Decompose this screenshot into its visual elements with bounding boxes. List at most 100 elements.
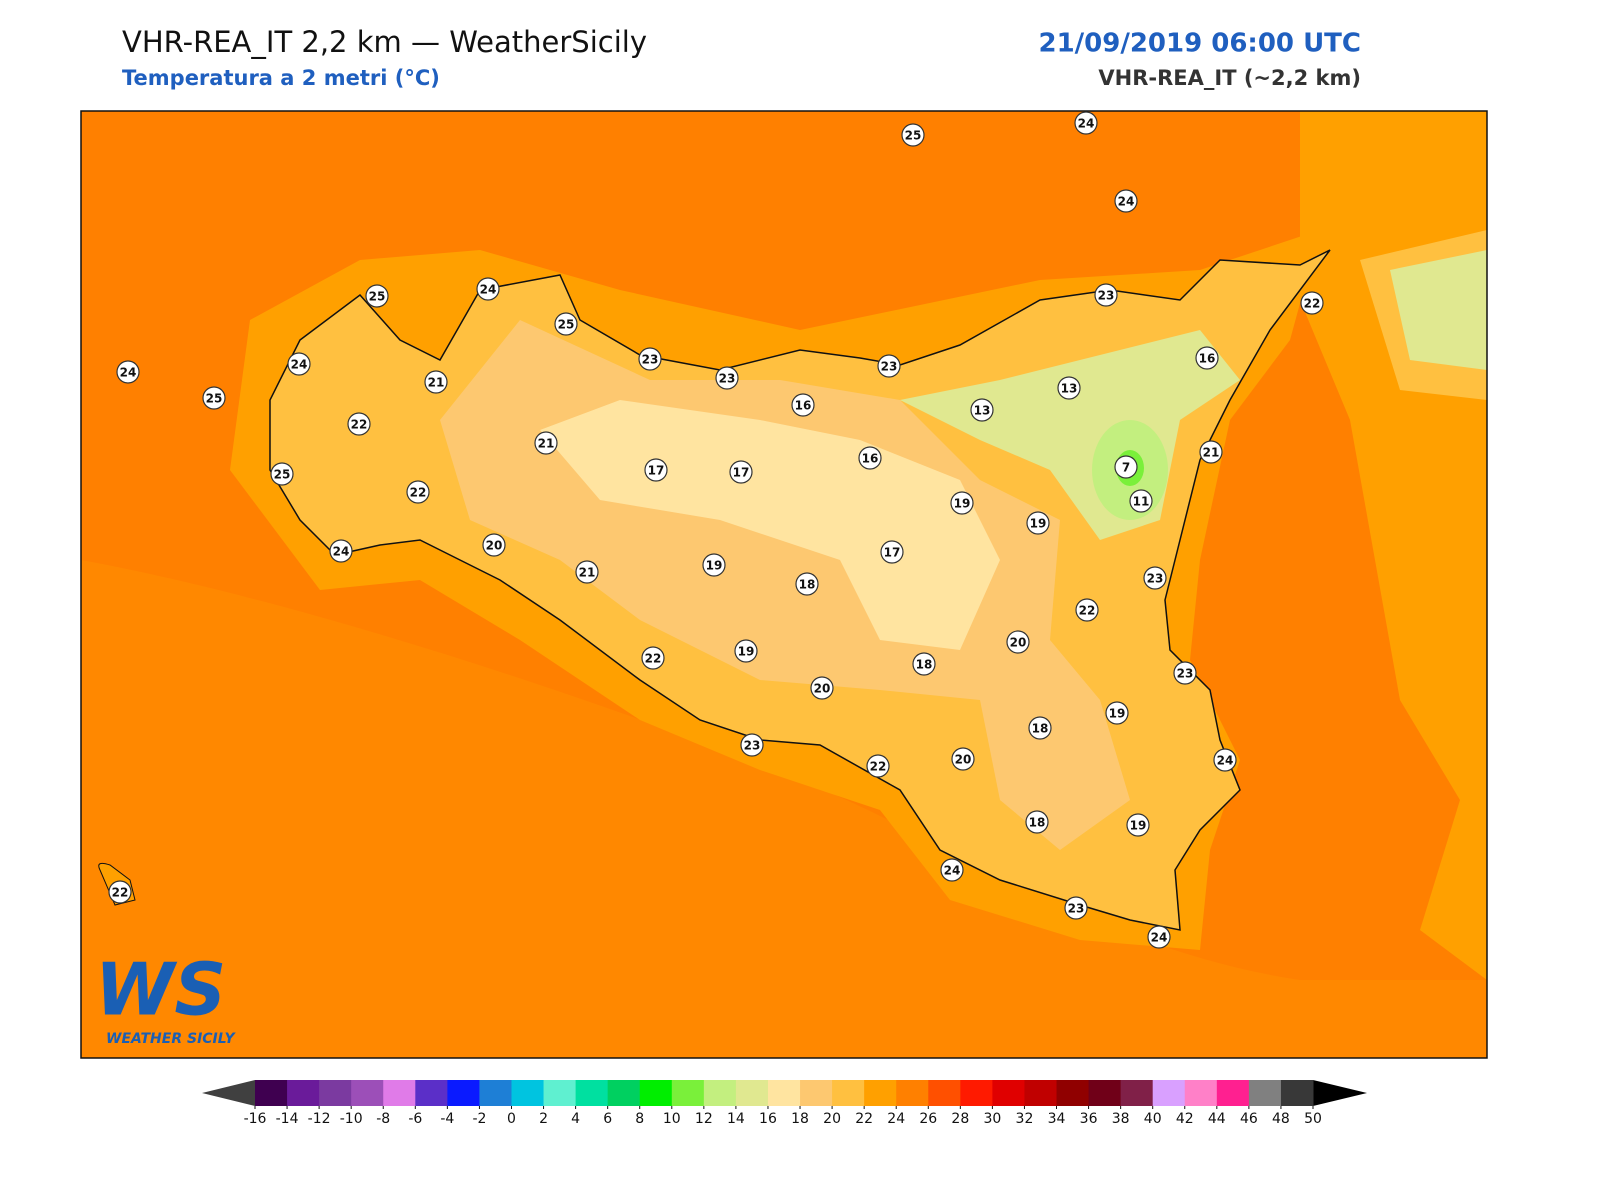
station: 19 — [950, 491, 974, 515]
colorbar-band — [832, 1080, 865, 1106]
station-marker — [901, 123, 925, 147]
station-value: 23 — [1177, 667, 1194, 681]
station: 21 — [1199, 440, 1223, 464]
sea-warm — [81, 560, 1487, 1058]
station-marker — [970, 398, 994, 422]
station-value: 24 — [333, 545, 350, 559]
logo-initials: WS — [95, 948, 226, 1032]
colorbar-band — [928, 1080, 961, 1106]
station: 22 — [1300, 291, 1324, 315]
station-value: 19 — [706, 559, 723, 573]
station-value: 18 — [1029, 816, 1046, 830]
station-marker — [740, 733, 764, 757]
station: 24 — [1213, 748, 1237, 772]
station: 21 — [424, 370, 448, 394]
station-value: 19 — [954, 497, 971, 511]
colorbar-band — [255, 1080, 288, 1106]
station-value: 16 — [862, 452, 879, 466]
station: 24 — [329, 539, 353, 563]
colorbar-band — [767, 1080, 801, 1106]
station-marker — [702, 553, 726, 577]
station: 17 — [644, 458, 668, 482]
station-marker — [1147, 925, 1171, 949]
colorbar-tick-label: -6 — [408, 1111, 422, 1127]
station: 22 — [1075, 598, 1099, 622]
colorbar-band — [735, 1080, 769, 1106]
title: VHR-REA_IT 2,2 km — WeatherSicily — [122, 25, 647, 59]
station-value: 24 — [1118, 195, 1135, 209]
station-value: 20 — [955, 753, 972, 767]
station: 20 — [951, 747, 975, 771]
colorbar-band — [864, 1080, 897, 1106]
station-marker — [1114, 455, 1138, 479]
station: 16 — [858, 446, 882, 470]
station: 23 — [1173, 661, 1197, 685]
colorbar-band — [1216, 1080, 1250, 1106]
colorbar-band — [1056, 1080, 1090, 1106]
station-marker — [1094, 283, 1118, 307]
colorbar-band — [1184, 1080, 1218, 1106]
station-value: 24 — [120, 366, 137, 380]
colorbar-band — [319, 1080, 352, 1106]
station-value: 22 — [645, 652, 662, 666]
station-marker — [644, 458, 668, 482]
station-marker — [858, 446, 882, 470]
colorbar-tick-label: 0 — [507, 1111, 516, 1127]
colorbar-tick-label: 48 — [1272, 1111, 1290, 1127]
station-marker — [1006, 630, 1030, 654]
model-label: VHR-REA_IT (~2,2 km) — [1098, 66, 1361, 90]
station-marker — [729, 460, 753, 484]
station-marker — [1199, 440, 1223, 464]
station-value: 19 — [1130, 819, 1147, 833]
station-value: 17 — [648, 464, 665, 478]
stations: 25 24 24 25 24 25 24 24 25 21 22 25 22 24 23 23 23 23 22 16… — [108, 111, 1324, 949]
colorbar-band — [543, 1080, 577, 1106]
station-marker — [1025, 810, 1049, 834]
station-value: 17 — [884, 546, 901, 560]
station-marker — [329, 539, 353, 563]
station-value: 13 — [974, 404, 991, 418]
colorbar-tick-label: 22 — [855, 1111, 873, 1127]
station-marker — [641, 646, 665, 670]
colorbar-tick-label: 10 — [663, 1111, 681, 1127]
station-value: 24 — [1217, 754, 1234, 768]
station: 19 — [702, 553, 726, 577]
station-value: 20 — [1010, 636, 1027, 650]
station: 19 — [1105, 701, 1129, 725]
station: 25 — [365, 284, 389, 308]
colorbar-tick-label: -2 — [472, 1111, 486, 1127]
colorbar-tick-label: 50 — [1304, 1111, 1322, 1127]
colorbar-tick-label: 2 — [539, 1111, 548, 1127]
station-value: 24 — [944, 864, 961, 878]
station-marker — [1026, 511, 1050, 535]
station: 23 — [1064, 896, 1088, 920]
station-marker — [108, 880, 132, 904]
colorbar-band — [511, 1080, 545, 1106]
station-value: 18 — [1032, 722, 1049, 736]
station-marker — [1074, 111, 1098, 135]
station-marker — [1300, 291, 1324, 315]
station-value: 20 — [486, 539, 503, 553]
station-value: 25 — [558, 318, 575, 332]
station-marker — [270, 462, 294, 486]
station: 11 — [1129, 489, 1153, 513]
station: 25 — [202, 386, 226, 410]
station: 18 — [912, 652, 936, 676]
colorbar-tick-label: 16 — [759, 1111, 777, 1127]
station: 20 — [810, 676, 834, 700]
station-value: 18 — [916, 658, 933, 672]
station: 22 — [641, 646, 665, 670]
colorbar-band — [351, 1080, 384, 1106]
colorbar-band — [992, 1080, 1025, 1106]
station-marker — [880, 540, 904, 564]
station: 19 — [734, 639, 758, 663]
station: 23 — [740, 733, 764, 757]
colorbar-band — [1248, 1080, 1282, 1106]
station-value: 19 — [1030, 517, 1047, 531]
colorbar-band — [575, 1080, 609, 1106]
station-value: 21 — [1203, 446, 1220, 460]
station-marker — [476, 277, 500, 301]
station-marker — [1126, 813, 1150, 837]
station: 17 — [880, 540, 904, 564]
station-marker — [950, 491, 974, 515]
